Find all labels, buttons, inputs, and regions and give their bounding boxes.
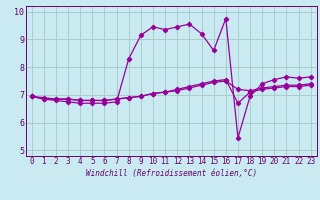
X-axis label: Windchill (Refroidissement éolien,°C): Windchill (Refroidissement éolien,°C): [86, 169, 257, 178]
